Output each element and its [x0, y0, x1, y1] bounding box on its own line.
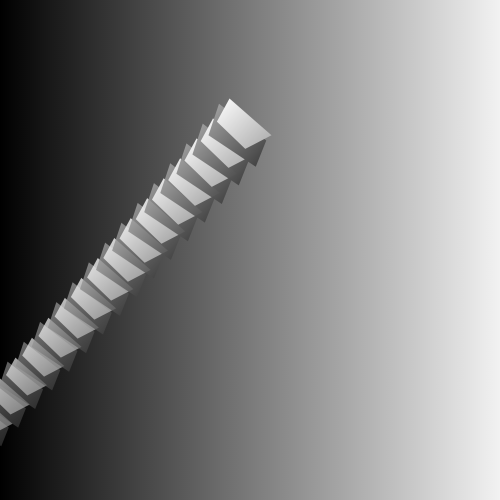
ribbon-fold-highlight: [216, 98, 272, 149]
ribbon-fold-highlight: [5, 357, 48, 396]
folded-ribbon: [0, 98, 272, 447]
